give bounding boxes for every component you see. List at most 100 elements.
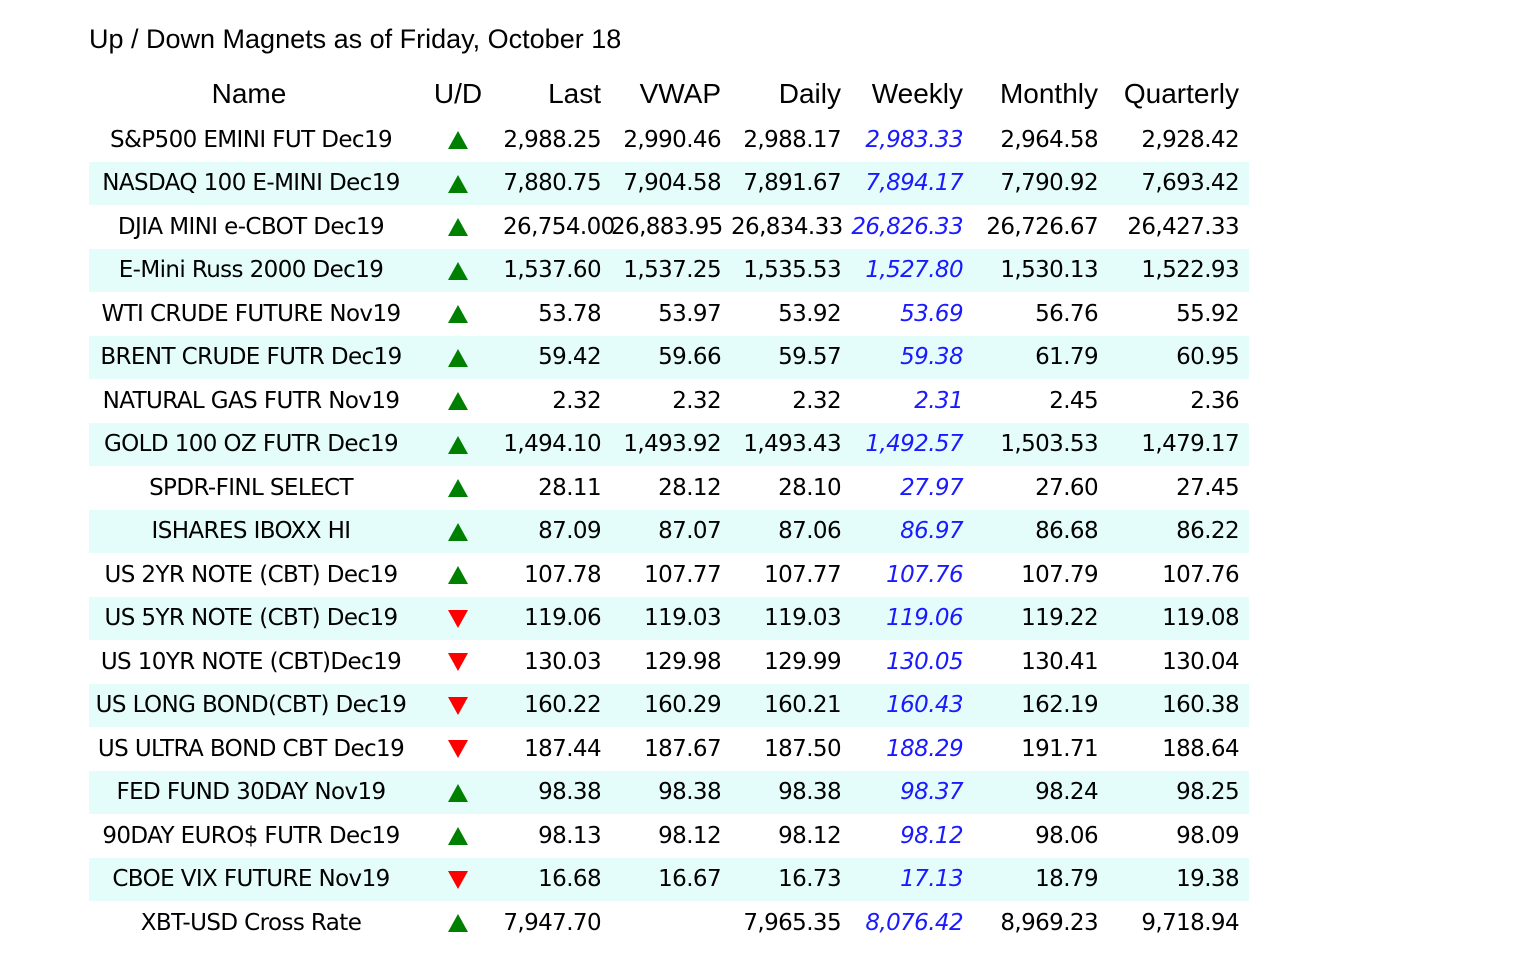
down-arrow-icon: [448, 696, 468, 715]
weekly-cell: 26,826.33: [851, 213, 963, 240]
direction-cell: [413, 248, 503, 292]
instrument-name-cell: 90DAY EURO$ FUTR Dec19: [102, 822, 400, 849]
instrument-name-cell: E-Mini Russ 2000 Dec19: [89, 248, 413, 292]
daily-cell: 2.32: [792, 387, 841, 414]
daily-cell: 119.03: [731, 596, 851, 640]
last-cell: 187.44: [524, 735, 601, 762]
direction-cell: [413, 596, 503, 640]
instrument-name-cell: S&P500 EMINI FUT Dec19: [109, 126, 393, 153]
quarterly-cell: 2,928.42: [1141, 126, 1239, 153]
up-arrow-icon: [448, 479, 468, 498]
monthly-cell: 1,503.53: [973, 422, 1108, 466]
weekly-cell: 8,076.42: [865, 909, 963, 936]
daily-cell: 98.38: [731, 770, 851, 814]
vwap-cell: 1,537.25: [611, 248, 731, 292]
monthly-cell: 61.79: [973, 335, 1108, 379]
last-cell: 16.68: [503, 857, 611, 901]
column-header-vwap: VWAP: [639, 78, 721, 109]
vwap-cell: 187.67: [644, 735, 721, 762]
weekly-cell: 2.31: [914, 387, 963, 414]
monthly-cell: 18.79: [973, 857, 1108, 901]
direction-cell: [413, 118, 503, 162]
weekly-cell: 98.12: [900, 822, 963, 849]
column-header-weekly: Weekly: [871, 78, 963, 109]
vwap-cell: 53.97: [658, 300, 721, 327]
direction-cell: [413, 466, 503, 510]
table-row: US 2YR NOTE (CBT) Dec19 107.78 107.77 107.7…: [89, 553, 1249, 597]
vwap-cell: 59.66: [611, 335, 731, 379]
direction-cell: [413, 901, 503, 945]
instrument-name-cell: NATURAL GAS FUTR Nov19: [102, 387, 400, 414]
vwap-cell: 87.07: [611, 509, 731, 553]
vwap-cell: 28.12: [658, 474, 721, 501]
monthly-cell: 107.79: [1021, 561, 1098, 588]
table-body: S&P500 EMINI FUT Dec19 2,988.25 2,990.46 2,…: [89, 118, 1249, 945]
table-row: US LONG BOND(CBT) Dec19 160.22 160.29 160.2…: [89, 683, 1249, 727]
up-arrow-icon: [448, 566, 468, 585]
direction-cell: [413, 683, 503, 727]
monthly-cell: 1,530.13: [973, 248, 1108, 292]
instrument-name-cell: US 10YR NOTE (CBT)Dec19: [100, 648, 402, 675]
instrument-name-cell: XBT-USD Cross Rate: [140, 909, 362, 936]
last-cell: 160.22: [503, 683, 611, 727]
daily-cell: 7,965.35: [743, 909, 841, 936]
up-arrow-icon: [448, 348, 468, 367]
instrument-name-cell: ISHARES IBOXX HI: [89, 509, 413, 553]
monthly-cell: 162.19: [973, 683, 1108, 727]
instrument-name-cell: US 5YR NOTE (CBT) Dec19: [89, 596, 413, 640]
monthly-cell: 56.76: [1035, 300, 1098, 327]
quarterly-cell: 1,479.17: [1108, 422, 1249, 466]
vwap-cell: 129.98: [644, 648, 721, 675]
direction-cell: [413, 770, 503, 814]
table-row: FED FUND 30DAY Nov19 98.38 98.38 98.38 98.37…: [89, 770, 1249, 814]
table-row: 90DAY EURO$ FUTR Dec19 98.13 98.12 98.12 98.…: [89, 814, 1249, 858]
quarterly-cell: 119.08: [1108, 596, 1249, 640]
monthly-cell: 2.45: [1049, 387, 1098, 414]
down-arrow-icon: [448, 653, 468, 672]
daily-cell: 1,535.53: [731, 248, 851, 292]
daily-cell: 187.50: [764, 735, 841, 762]
column-header-name: Name: [211, 78, 287, 109]
table-row: GOLD 100 OZ FUTR Dec19 1,494.10 1,493.92 1,…: [89, 422, 1249, 466]
daily-cell: 2,988.17: [743, 126, 841, 153]
quarterly-cell: 60.95: [1108, 335, 1249, 379]
last-cell: 7,880.75: [503, 161, 611, 205]
weekly-cell: 1,492.57: [851, 422, 973, 466]
vwap-cell: 2,990.46: [623, 126, 721, 153]
direction-cell: [413, 205, 503, 249]
quarterly-cell: 160.38: [1108, 683, 1249, 727]
weekly-cell: 130.05: [886, 648, 963, 675]
weekly-cell: 119.06: [851, 596, 973, 640]
table-row: DJIA MINI e-CBOT Dec19 26,754.00 26,883.95…: [89, 205, 1249, 249]
quarterly-cell: 2.36: [1190, 387, 1239, 414]
table-row: NASDAQ 100 E-MINI Dec19 7,880.75 7,904.58 7…: [89, 161, 1249, 205]
daily-cell: 98.12: [778, 822, 841, 849]
last-cell: 2.32: [552, 387, 601, 414]
direction-cell: [413, 161, 503, 205]
up-arrow-icon: [448, 914, 468, 933]
monthly-cell: 86.68: [973, 509, 1108, 553]
vwap-cell: 98.12: [658, 822, 721, 849]
quarterly-cell: 9,718.94: [1141, 909, 1239, 936]
daily-cell: 16.73: [731, 857, 851, 901]
weekly-cell: 59.38: [851, 335, 973, 379]
column-header-monthly: Monthly: [999, 78, 1098, 109]
vwap-cell: 16.67: [611, 857, 731, 901]
quarterly-cell: 27.45: [1176, 474, 1239, 501]
monthly-cell: 119.22: [973, 596, 1108, 640]
instrument-name-cell: US LONG BOND(CBT) Dec19: [89, 683, 413, 727]
magnets-table: Name U/D Last VWAP Daily Weekly Monthly …: [89, 70, 1249, 945]
instrument-name-cell: US ULTRA BOND CBT Dec19: [97, 735, 405, 762]
last-cell: 59.42: [503, 335, 611, 379]
up-arrow-icon: [448, 218, 468, 237]
table-row: NATURAL GAS FUTR Nov19 2.32 2.32 2.32 2.31 2.…: [89, 379, 1249, 423]
last-cell: 26,754.00: [503, 213, 615, 240]
down-arrow-icon: [448, 740, 468, 759]
column-header-daily: Daily: [778, 78, 841, 109]
weekly-cell: 86.97: [851, 509, 973, 553]
table-row: SPDR-FINL SELECT 28.11 28.12 28.10 27.97 27.6…: [89, 466, 1249, 510]
up-arrow-icon: [448, 783, 468, 802]
table-row: XBT-USD Cross Rate 7,947.70 7,965.35 8,076.…: [89, 901, 1249, 945]
instrument-name-cell: BRENT CRUDE FUTR Dec19: [89, 335, 413, 379]
direction-cell: [413, 814, 503, 858]
